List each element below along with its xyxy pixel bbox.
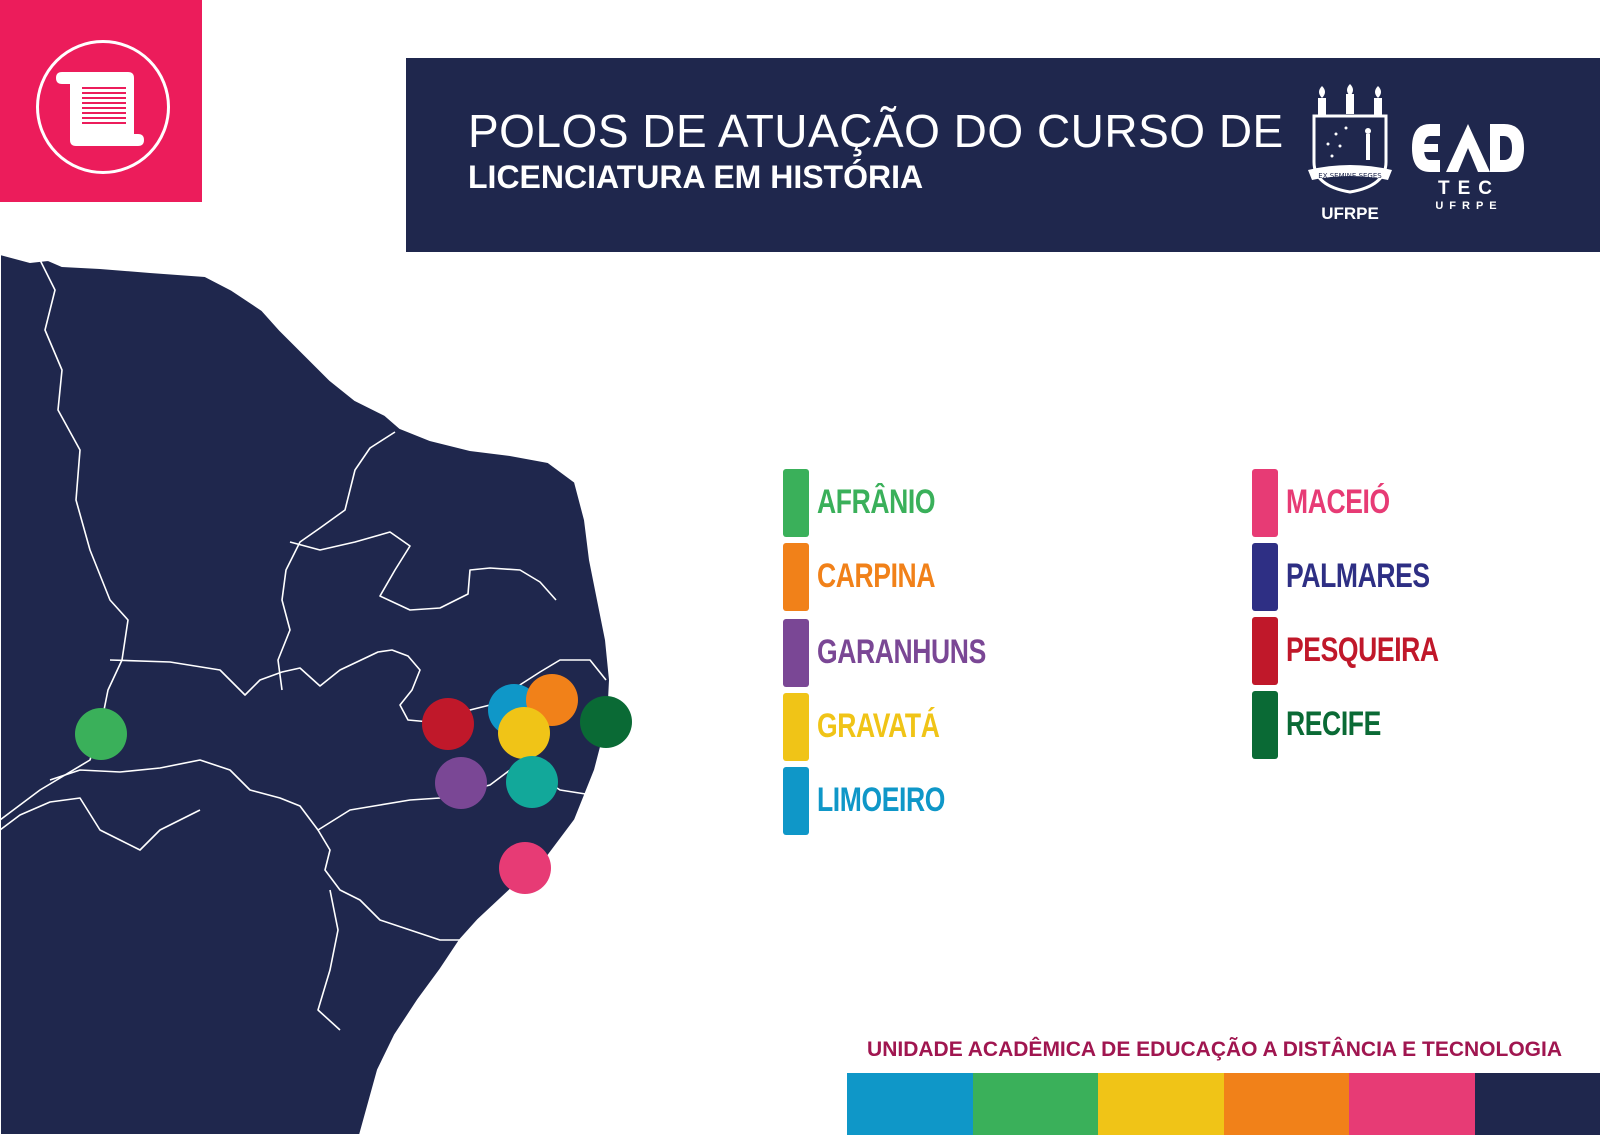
map-marker-garanhuns bbox=[435, 757, 487, 809]
legend-swatch bbox=[783, 619, 809, 687]
legend-label: PALMARES bbox=[1286, 557, 1430, 595]
legend-swatch bbox=[1252, 469, 1278, 537]
page-title-line2: LICENCIATURA EM HISTÓRIA bbox=[468, 159, 924, 195]
footer-bar-segment bbox=[847, 1073, 973, 1135]
map-marker-recife bbox=[580, 696, 632, 748]
ead-logo-tec: TEC bbox=[1438, 178, 1500, 199]
map-markers bbox=[75, 674, 632, 894]
footer-bar-segment bbox=[1349, 1073, 1475, 1135]
ufrpe-crest-icon: EX SEMINE SEGES bbox=[1308, 84, 1392, 194]
legend-label: RECIFE bbox=[1286, 705, 1381, 743]
legend-swatch bbox=[1252, 617, 1278, 685]
map-land bbox=[0, 252, 612, 1135]
svg-text:EX SEMINE SEGES: EX SEMINE SEGES bbox=[1318, 172, 1382, 180]
ead-logo-icon bbox=[1412, 124, 1524, 172]
ead-logo-sub: UFRPE bbox=[1435, 200, 1503, 212]
legend-label: PESQUEIRA bbox=[1286, 631, 1439, 669]
legend-swatch bbox=[1252, 691, 1278, 759]
header-band: POLOS DE ATUAÇÃO DO CURSO DE LICENCIATUR… bbox=[406, 58, 1600, 252]
legend-label: GRAVATÁ bbox=[817, 707, 940, 745]
legend-label: MACEIÓ bbox=[1286, 483, 1390, 521]
map-marker-pesqueira bbox=[422, 698, 474, 750]
legend-swatch bbox=[783, 469, 809, 537]
map-marker-afrânio bbox=[75, 708, 127, 760]
corner-badge bbox=[0, 0, 202, 202]
northeast-brazil-map bbox=[0, 250, 660, 1135]
ead-tec-logo: TEC UFRPE bbox=[1410, 120, 1528, 220]
map-svg bbox=[0, 252, 632, 1135]
footer-bar-segment bbox=[1474, 1073, 1600, 1135]
footer-bar-segment bbox=[1098, 1073, 1224, 1135]
legend-label: CARPINA bbox=[817, 557, 936, 595]
legend-label: LIMOEIRO bbox=[817, 781, 946, 819]
map-marker-gravatá bbox=[498, 707, 550, 759]
legend-swatch bbox=[783, 543, 809, 611]
legend-label: AFRÂNIO bbox=[817, 483, 936, 521]
footer-institution-text: UNIDADE ACADÊMICA DE EDUCAÇÃO A DISTÂNCI… bbox=[867, 1038, 1562, 1061]
legend-label: GARANHUNS bbox=[817, 633, 986, 671]
footer-color-bar bbox=[847, 1073, 1600, 1135]
badge-ring bbox=[36, 40, 170, 174]
legend-swatch bbox=[783, 693, 809, 761]
map-marker-palmares bbox=[506, 756, 558, 808]
legend-swatch bbox=[783, 767, 809, 835]
footer-bar-segment bbox=[1223, 1073, 1349, 1135]
page-title-line1: POLOS DE ATUAÇÃO DO CURSO DE bbox=[468, 105, 1284, 157]
map-marker-maceió bbox=[499, 842, 551, 894]
legend-swatch bbox=[1252, 543, 1278, 611]
scroll-icon bbox=[56, 72, 144, 146]
ufrpe-logo-caption: UFRPE bbox=[1321, 204, 1379, 223]
ufrpe-logo: EX SEMINE SEGES UFRPE bbox=[1306, 84, 1394, 224]
footer-bar-segment bbox=[972, 1073, 1098, 1135]
